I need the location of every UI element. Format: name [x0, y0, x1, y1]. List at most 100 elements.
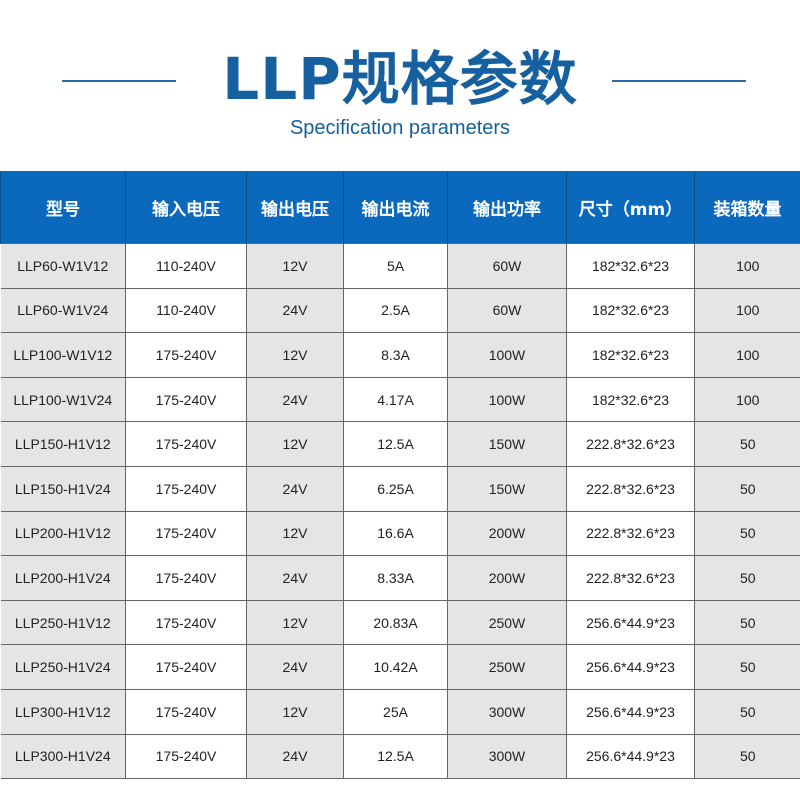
model-cell: LLP250-H1V24	[0, 644, 126, 690]
table-cell: 8.3A	[343, 332, 448, 378]
column-header: 输出电流	[343, 171, 448, 244]
table-cell: 200W	[447, 555, 567, 601]
title-divider-left	[62, 80, 176, 82]
table-cell: 100	[694, 376, 800, 423]
table-cell: 50	[694, 555, 800, 601]
table-cell: 12V	[246, 332, 344, 378]
table-cell: 175-240V	[125, 599, 247, 646]
table-cell: 150W	[447, 421, 567, 467]
table-cell: 222.8*32.6*23	[566, 421, 695, 467]
table-cell: 2.5A	[343, 287, 448, 334]
table-row: LLP200-H1V24 175-240V 24V 8.33A 200W 222.8*32…	[0, 555, 800, 601]
column-header: 输出功率	[447, 171, 567, 244]
table-cell: 150W	[447, 465, 567, 512]
table-cell: 12V	[246, 421, 344, 467]
table-cell: 50	[694, 421, 800, 467]
table-cell: 12.5A	[343, 733, 448, 780]
title-divider-right	[612, 80, 746, 82]
table-cell: 182*32.6*23	[566, 332, 695, 378]
model-cell: LLP300-H1V12	[0, 688, 126, 735]
model-cell: LLP100-W1V12	[0, 332, 126, 378]
model-cell: LLP60-W1V24	[0, 287, 126, 334]
table-cell: 110-240V	[125, 287, 247, 334]
table-cell: 182*32.6*23	[566, 243, 695, 289]
table-cell: 175-240V	[125, 332, 247, 378]
model-cell: LLP150-H1V12	[0, 421, 126, 467]
column-header: 输出电压	[246, 171, 344, 244]
table-cell: 50	[694, 599, 800, 646]
table-cell: 256.6*44.9*23	[566, 644, 695, 690]
table-cell: 175-240V	[125, 465, 247, 512]
model-cell: LLP150-H1V24	[0, 465, 126, 512]
table-cell: 50	[694, 733, 800, 780]
table-cell: 175-240V	[125, 733, 247, 780]
table-row: LLP150-H1V24 175-240V 24V 6.25A 150W 222.8*32…	[0, 465, 800, 512]
table-cell: 100W	[447, 376, 567, 423]
table-cell: 24V	[246, 465, 344, 512]
table-row: LLP300-H1V24 175-240V 24V 12.5A 300W 256.6*44…	[0, 733, 800, 780]
table-cell: 250W	[447, 644, 567, 690]
table-cell: 175-240V	[125, 555, 247, 601]
table-cell: 50	[694, 465, 800, 512]
table-cell: 100	[694, 243, 800, 289]
model-cell: LLP300-H1V24	[0, 733, 126, 780]
table-cell: 100	[694, 332, 800, 378]
table-cell: 175-240V	[125, 644, 247, 690]
table-cell: 10.42A	[343, 644, 448, 690]
table-cell: 24V	[246, 555, 344, 601]
table-cell: 182*32.6*23	[566, 287, 695, 334]
table-row: LLP60-W1V24 110-240V 24V 2.5A 60W 182*32.6*23…	[0, 287, 800, 334]
table-row: LLP300-H1V12 175-240V 12V 25A 300W 256.6*44.9…	[0, 688, 800, 735]
page-title: LLP规格参数	[222, 45, 578, 113]
table-cell: 4.17A	[343, 376, 448, 423]
table-cell: 100W	[447, 332, 567, 378]
table-cell: 50	[694, 510, 800, 557]
table-cell: 222.8*32.6*23	[566, 465, 695, 512]
table-cell: 175-240V	[125, 376, 247, 423]
table-cell: 256.6*44.9*23	[566, 599, 695, 646]
model-cell: LLP200-H1V24	[0, 555, 126, 601]
table-cell: 12.5A	[343, 421, 448, 467]
table-cell: 300W	[447, 688, 567, 735]
table-cell: 175-240V	[125, 510, 247, 557]
table-cell: 250W	[447, 599, 567, 646]
table-cell: 60W	[447, 243, 567, 289]
table-cell: 8.33A	[343, 555, 448, 601]
table-cell: 24V	[246, 733, 344, 780]
table-cell: 20.83A	[343, 599, 448, 646]
table-cell: 222.8*32.6*23	[566, 510, 695, 557]
column-header: 型号	[0, 171, 126, 244]
column-header: 装箱数量	[694, 171, 800, 244]
column-header: 输入电压	[125, 171, 247, 244]
table-cell: 24V	[246, 287, 344, 334]
table-cell: 12V	[246, 510, 344, 557]
column-header: 尺寸（mm）	[566, 171, 695, 244]
page-subtitle: Specification parameters	[289, 117, 511, 139]
table-cell: 175-240V	[125, 688, 247, 735]
table-row: LLP100-W1V12 175-240V 12V 8.3A 100W 182*32.6*…	[0, 332, 800, 378]
table-cell: 175-240V	[125, 421, 247, 467]
table-cell: 50	[694, 688, 800, 735]
model-cell: LLP60-W1V12	[0, 243, 126, 289]
table-cell: 200W	[447, 510, 567, 557]
table-row: LLP150-H1V12 175-240V 12V 12.5A 150W 222.8*32…	[0, 421, 800, 467]
table-row: LLP250-H1V12 175-240V 12V 20.83A 250W 256.6*4…	[0, 599, 800, 646]
table-cell: 25A	[343, 688, 448, 735]
table-cell: 300W	[447, 733, 567, 780]
model-cell: LLP250-H1V12	[0, 599, 126, 646]
table-cell: 60W	[447, 287, 567, 334]
table-row: LLP60-W1V12 110-240V 12V 5A 60W 182*32.6*23 10…	[0, 243, 800, 289]
table-cell: 182*32.6*23	[566, 376, 695, 423]
table-cell: 6.25A	[343, 465, 448, 512]
table-cell: 256.6*44.9*23	[566, 733, 695, 780]
spec-table: 型号 输入电压 输出电压 输出电流 输出功率 尺寸（mm） 装箱数量 LLP60-W1V12…	[0, 171, 800, 780]
table-row: LLP200-H1V12 175-240V 12V 16.6A 200W 222.8*32…	[0, 510, 800, 557]
table-row: LLP100-W1V24 175-240V 24V 4.17A 100W 182*32.6…	[0, 376, 800, 423]
table-header-row: 型号 输入电压 输出电压 输出电流 输出功率 尺寸（mm） 装箱数量	[0, 171, 800, 244]
table-cell: 24V	[246, 644, 344, 690]
table-cell: 16.6A	[343, 510, 448, 557]
table-cell: 110-240V	[125, 243, 247, 289]
table-cell: 5A	[343, 243, 448, 289]
table-cell: 256.6*44.9*23	[566, 688, 695, 735]
table-cell: 100	[694, 287, 800, 334]
